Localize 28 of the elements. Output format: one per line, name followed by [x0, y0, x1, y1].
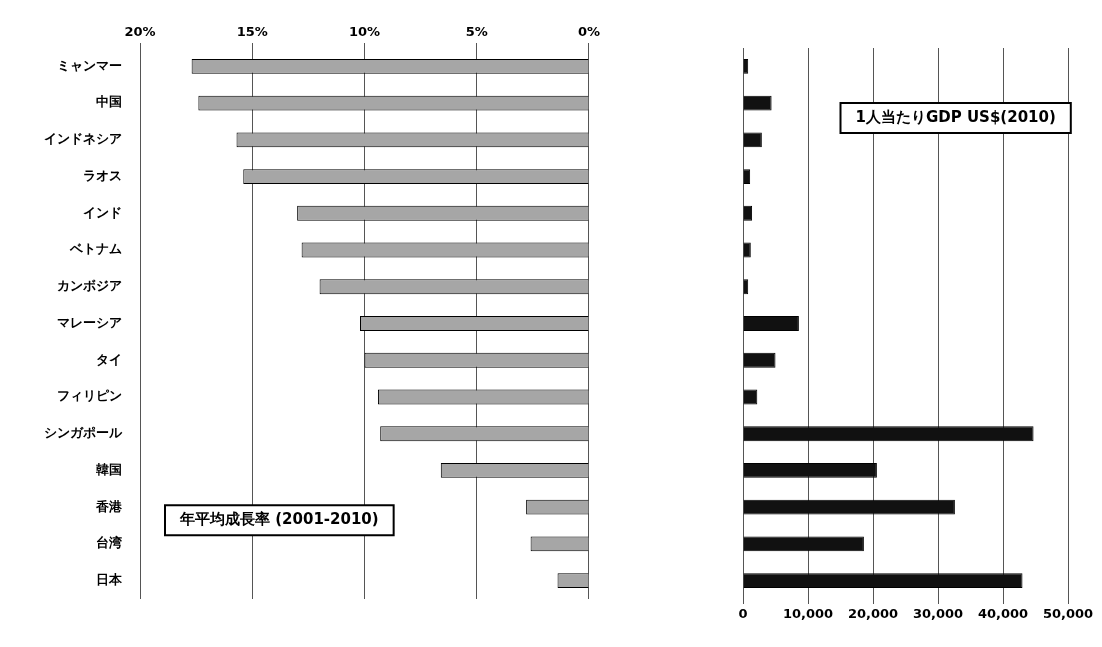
- x-tick-label: 0: [738, 606, 748, 622]
- y-tick-label: 香港: [95, 498, 123, 514]
- y-tick-label: ラオス: [83, 167, 122, 183]
- x-tick-label: 40,000: [977, 606, 1029, 622]
- y-tick-label: インド: [83, 204, 122, 220]
- x-tick-label: 30,000: [912, 606, 964, 622]
- y-tick-label: カンボジア: [57, 278, 122, 294]
- x-tick-label: 10%: [348, 23, 381, 39]
- y-tick-label: 韓国: [96, 461, 122, 477]
- x-tick-label: 0%: [577, 23, 600, 39]
- y-tick-label: フィリピン: [57, 388, 122, 404]
- annotation: 年平均成長率 (2001-2010): [179, 510, 379, 529]
- x-tick-label: 20%: [124, 23, 156, 39]
- x-tick-label: 20,000: [847, 606, 899, 622]
- y-tick-label: ベトナム: [69, 241, 122, 257]
- y-tick-label: 中国: [96, 94, 122, 110]
- y-tick-label: シンガポール: [44, 425, 123, 441]
- x-tick-label: 5%: [465, 23, 488, 39]
- annotation: 1人当たりGDP US$(2010): [855, 107, 1056, 126]
- x-tick-label: 10,000: [782, 606, 834, 622]
- y-tick-label: 台湾: [96, 535, 122, 551]
- y-tick-label: タイ: [96, 351, 122, 367]
- y-tick-label: ミャンマー: [57, 57, 122, 73]
- y-tick-label: 日本: [96, 572, 123, 588]
- y-tick-label: インドネシア: [44, 131, 122, 147]
- x-tick-label: 15%: [236, 23, 268, 39]
- x-tick-label: 50,000: [1042, 606, 1094, 622]
- y-tick-label: マレーシア: [57, 314, 122, 330]
